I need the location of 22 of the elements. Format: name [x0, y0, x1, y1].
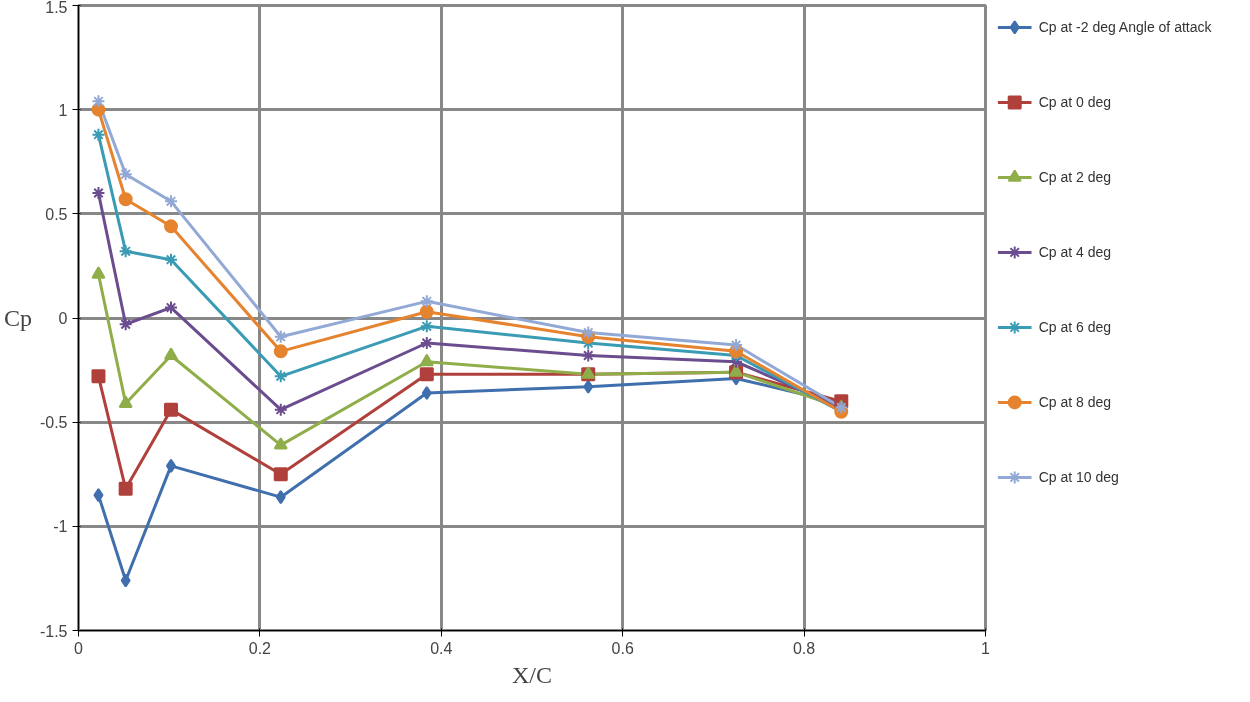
y-tick-label: -1.5 — [39, 622, 68, 640]
x-tick-label: 0.6 — [611, 639, 634, 657]
legend-label: Cp at 10 deg — [1038, 469, 1119, 486]
x-tick-label: 0.2 — [248, 639, 272, 657]
y-axis-title: Cp — [3, 305, 32, 331]
legend-label: Cp at 2 deg — [1038, 169, 1112, 186]
y-tick-label: 0.5 — [45, 205, 68, 223]
y-tick-label: 0 — [58, 310, 68, 327]
x-tick-label: 0 — [74, 639, 84, 657]
legend-label: Cp at -2 deg Angle of attack — [1038, 19, 1213, 36]
y-tick-label: -1 — [53, 518, 68, 536]
legend-label: Cp at 4 deg — [1038, 244, 1112, 261]
legend-label: Cp at 6 deg — [1038, 319, 1112, 336]
x-tick-label: 0.8 — [792, 639, 816, 657]
y-tick-label: 1 — [58, 101, 68, 119]
y-tick-label: 1.5 — [45, 0, 68, 16]
x-tick-label: 0.4 — [430, 639, 453, 657]
legend-label: Cp at 0 deg — [1038, 94, 1112, 111]
y-tick-label: -0.5 — [39, 414, 68, 432]
x-axis-title: X/C — [512, 661, 553, 688]
legend-label: Cp at 8 deg — [1038, 394, 1112, 411]
x-tick-label: 1 — [981, 639, 991, 657]
